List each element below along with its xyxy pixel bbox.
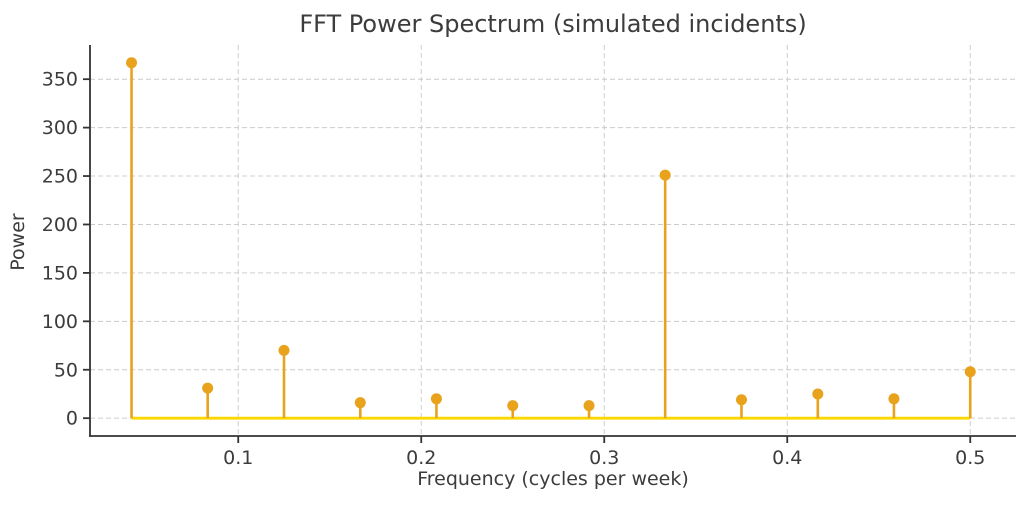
- stem-marker: [888, 393, 900, 405]
- x-tick-label: 0.2: [406, 447, 436, 469]
- y-tick-label: 50: [54, 359, 78, 381]
- chart-title: FFT Power Spectrum (simulated incidents): [299, 10, 807, 38]
- x-axis-label: Frequency (cycles per week): [417, 468, 689, 490]
- stem-marker: [735, 394, 747, 406]
- y-tick-label: 0: [66, 408, 78, 430]
- stem-marker: [964, 366, 976, 378]
- stem-marker: [507, 400, 519, 412]
- stem-marker: [430, 393, 442, 405]
- y-tick-label: 150: [42, 262, 78, 284]
- y-tick-label: 200: [42, 214, 78, 236]
- x-tick-label: 0.4: [772, 447, 802, 469]
- y-tick-label: 300: [42, 117, 78, 139]
- x-tick-label: 0.1: [223, 447, 253, 469]
- stem-marker: [812, 388, 824, 400]
- y-axis-label: Power: [7, 213, 29, 271]
- stem-marker: [126, 57, 138, 69]
- stem-marker: [354, 397, 366, 409]
- stem-marker: [278, 344, 290, 356]
- y-tick-label: 350: [42, 69, 78, 91]
- y-tick-label: 100: [42, 311, 78, 333]
- stem-marker: [659, 169, 671, 181]
- x-tick-label: 0.3: [589, 447, 619, 469]
- stem-marker: [583, 400, 595, 412]
- x-tick-label: 0.5: [955, 447, 985, 469]
- y-tick-label: 250: [42, 166, 78, 188]
- stem-marker: [202, 382, 214, 394]
